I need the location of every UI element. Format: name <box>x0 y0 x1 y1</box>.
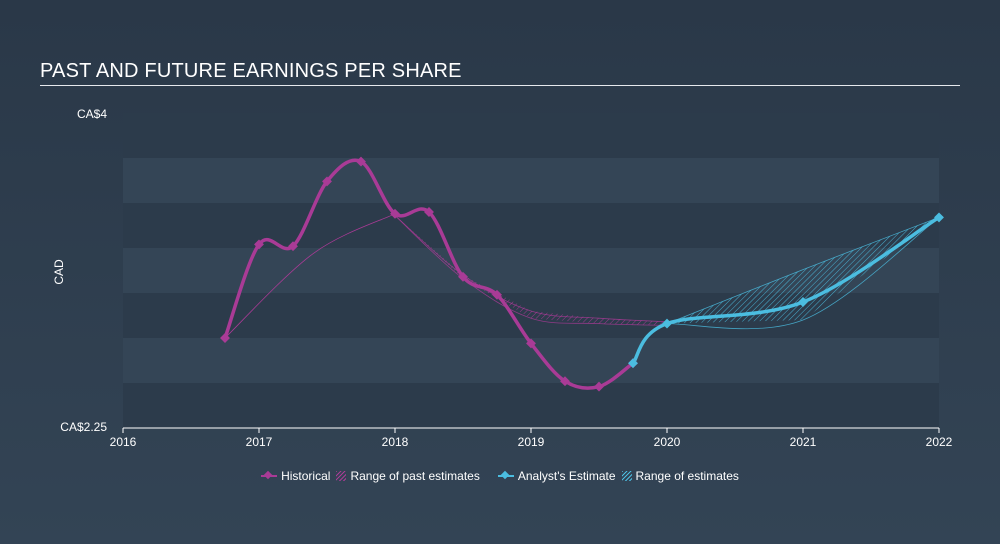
estimate-ranges <box>394 215 940 330</box>
range-lower-edge <box>666 217 940 330</box>
historical-trend-curve <box>224 213 396 339</box>
estimate-point[interactable] <box>934 212 944 223</box>
historical-point[interactable] <box>254 239 264 250</box>
y-tick-label-top: CA$4 <box>77 107 107 121</box>
x-tick-label: 2016 <box>110 435 137 449</box>
legend-swatch-analyst <box>497 471 514 481</box>
x-tick-label: 2022 <box>926 435 953 449</box>
legend-swatch-past-range <box>336 471 347 481</box>
analyst-estimate-line <box>631 215 941 365</box>
legend-label: Range of past estimates <box>350 469 480 483</box>
legend-swatch-historical <box>261 471 278 481</box>
plot-band <box>123 383 939 428</box>
range-upper-edge <box>666 217 940 324</box>
historical-point[interactable] <box>458 271 468 282</box>
historical-point[interactable] <box>220 333 230 343</box>
plot-band <box>123 203 939 248</box>
historical-point[interactable] <box>390 208 400 219</box>
historical-point[interactable] <box>356 156 366 167</box>
legend-label: Range of estimates <box>635 469 739 483</box>
chart-legend: Historical Range of past estimates Analy… <box>0 469 1000 483</box>
legend-item-past-estimates[interactable]: Range of past estimates <box>336 469 480 483</box>
estimate-point[interactable] <box>798 297 808 307</box>
range-lower-edge <box>394 215 668 326</box>
historical-point[interactable] <box>560 376 570 387</box>
historical-point[interactable] <box>526 338 536 349</box>
future-estimates-range-area <box>667 217 939 324</box>
legend-item-historical[interactable]: Historical <box>261 469 330 483</box>
legend-label: Historical <box>281 469 331 483</box>
historical-point[interactable] <box>288 241 298 252</box>
legend-item-analyst-estimate[interactable]: Analyst's Estimate <box>497 469 616 483</box>
y-tick-label-bottom: CA$2.25 <box>60 420 107 434</box>
legend-swatch-estimate-range <box>621 471 632 481</box>
legend-label: Analyst's Estimate <box>517 469 616 483</box>
x-tick-label: 2020 <box>654 435 681 449</box>
plot-band <box>123 158 939 203</box>
y-axis-label: CAD <box>52 259 66 285</box>
x-tick-label: 2021 <box>790 435 817 449</box>
historical-point[interactable] <box>594 381 604 392</box>
plot-band <box>123 113 939 158</box>
chart-title: PAST AND FUTURE EARNINGS PER SHARE <box>40 60 462 82</box>
historical-point[interactable] <box>322 176 332 187</box>
estimate-point[interactable] <box>628 358 638 369</box>
axes: 2016 2017 2018 2019 2020 2021 2022 <box>110 427 953 449</box>
x-tick-label: 2019 <box>518 435 545 449</box>
estimate-point[interactable] <box>662 318 672 329</box>
title-divider <box>40 85 960 86</box>
legend-item-estimate-range[interactable]: Range of estimates <box>621 469 739 483</box>
historical-point[interactable] <box>492 289 502 300</box>
range-upper-edge <box>394 215 668 323</box>
historical-point[interactable] <box>424 207 434 217</box>
series-markers <box>220 156 944 392</box>
x-tick-label: 2017 <box>246 435 273 449</box>
x-tick-label: 2018 <box>382 435 409 449</box>
